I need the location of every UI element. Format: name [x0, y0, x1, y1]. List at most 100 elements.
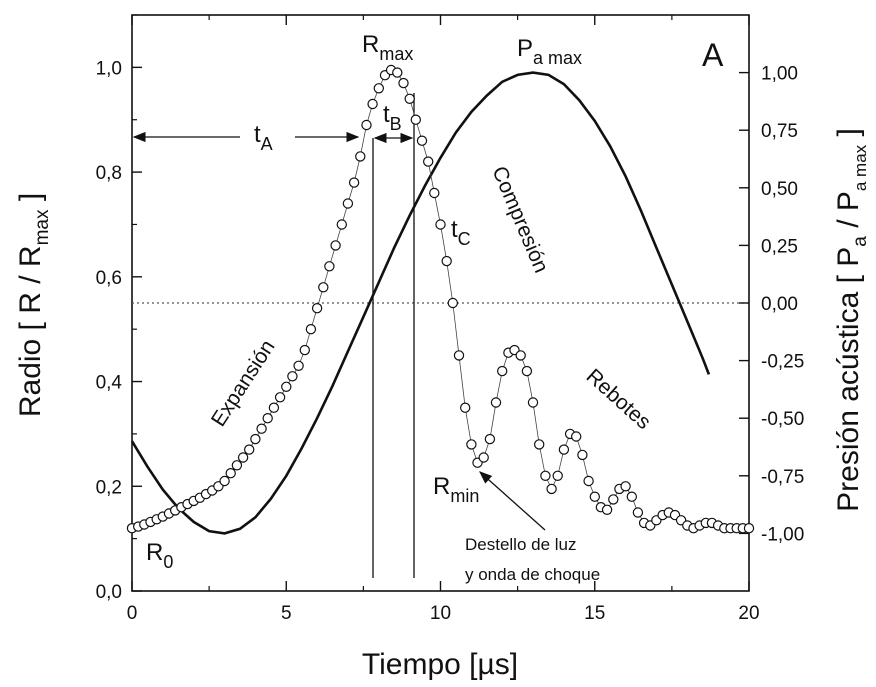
- radius-point: [330, 240, 341, 251]
- radius-point: [490, 397, 502, 408]
- radius-point: [460, 402, 471, 413]
- y-left-tick-label: 0,2: [96, 477, 122, 498]
- tb-label-sub: B: [390, 114, 402, 134]
- radius-point: [219, 475, 230, 487]
- y-left-tick-label: 1,0: [96, 58, 122, 79]
- radius-point: [577, 449, 588, 461]
- r0-label-sub: 0: [163, 552, 173, 572]
- radius-point: [367, 98, 378, 110]
- y-axis-right-title: Presión acústica [ Pa / Pa max ]: [832, 128, 871, 512]
- radius-point: [583, 475, 594, 487]
- tc-label-main: t: [451, 216, 458, 243]
- r0-label: R0: [146, 539, 173, 572]
- radius-point: [558, 444, 570, 455]
- radius-point: [256, 423, 267, 434]
- y-left-tick-label: 0,6: [96, 268, 122, 289]
- y-axis-left-title-close: ]: [14, 193, 47, 210]
- plot-frame: [131, 14, 750, 592]
- radius-point: [293, 360, 304, 371]
- radius-point: [527, 397, 539, 408]
- y-axis-right-title-sub2: a max: [851, 144, 870, 191]
- radius-point: [447, 297, 458, 309]
- y-axis-right-title-mid: / P: [832, 191, 865, 236]
- radius-point: [453, 350, 465, 361]
- ta-label: tA: [254, 121, 273, 154]
- y-right-tick-label: 1,00: [761, 64, 798, 85]
- pressure-series-line: [130, 71, 711, 535]
- radius-point: [620, 481, 631, 492]
- radius-point: [268, 402, 280, 413]
- radius-point: [404, 93, 415, 105]
- radius-point: [515, 350, 526, 361]
- radius-point: [608, 494, 619, 505]
- y-right-tick-label: -0,75: [761, 467, 804, 488]
- pamax-label: Pa max: [517, 35, 582, 68]
- compression-label: Compresión: [487, 163, 552, 276]
- y-left-tick-label: 0,4: [96, 373, 123, 394]
- radius-point: [423, 156, 434, 167]
- radius-point: [632, 507, 644, 518]
- radius-point: [534, 439, 545, 450]
- y-right-tick-label: 0,75: [761, 121, 798, 142]
- ta-label-sub: A: [261, 134, 273, 154]
- y-right-tick-label: 0,00: [761, 294, 798, 315]
- radius-point: [318, 282, 329, 293]
- y-left-tick-label: 0,0: [96, 582, 122, 603]
- x-tick-label: 10: [430, 603, 451, 624]
- radius-point: [484, 433, 496, 445]
- y-right-tick-label: -1,00: [761, 524, 804, 545]
- y-axis-right-title-sub1: a: [850, 236, 871, 247]
- radius-point: [324, 261, 335, 272]
- radius-point: [435, 219, 446, 230]
- radius-point: [571, 431, 582, 442]
- radius-point: [429, 187, 440, 199]
- radius-point: [348, 177, 360, 188]
- radius-point: [373, 83, 384, 94]
- x-tick-label: 5: [281, 603, 292, 624]
- rmin-label-main: R: [433, 473, 450, 500]
- flash-label-line2: y onda de choque: [465, 565, 600, 584]
- y-right-tick-label: -0,25: [761, 352, 804, 373]
- radius-point: [416, 135, 428, 146]
- tb-label-main: t: [383, 101, 390, 128]
- radius-point: [601, 504, 613, 515]
- y-axis-left-title-sub: max: [32, 209, 53, 245]
- flash-label-line1: Destello de luz: [465, 535, 577, 554]
- axis-ticks: [131, 14, 750, 592]
- x-tick-label: 20: [738, 603, 759, 624]
- x-axis-title: Tiempo [µs]: [362, 648, 518, 681]
- rmin-label-sub: min: [450, 486, 479, 506]
- radius-point: [410, 114, 421, 125]
- y-right-tick-label: -0,50: [761, 409, 804, 430]
- radius-point: [342, 198, 354, 209]
- radius-point: [274, 392, 286, 403]
- radius-point: [392, 67, 403, 78]
- radius-series-connector: [131, 69, 749, 529]
- axis-tick-labels: 0 5 10 15 20 0,0 0,2 0,4 0,6 0,8 1,0 1,00 0,75 0,50 0,…: [96, 58, 805, 624]
- radius-point: [287, 371, 298, 382]
- radius-point: [398, 77, 409, 89]
- ta-label-main: t: [254, 121, 261, 148]
- radius-point: [225, 468, 236, 479]
- radius-point: [311, 303, 323, 314]
- r0-label-main: R: [146, 539, 163, 566]
- radius-point: [250, 433, 261, 445]
- y-axis-left-title: Radio [ R / Rmax ]: [14, 193, 53, 417]
- rmax-label-main: R: [362, 31, 379, 58]
- radius-point: [497, 365, 508, 377]
- flash-arrow: [479, 471, 546, 531]
- radius-point: [546, 483, 557, 495]
- radius-point: [466, 439, 477, 450]
- y-axis-left-title-main: Radio [ R / R: [14, 245, 47, 417]
- radius-series-markers: [126, 64, 755, 534]
- radius-point: [231, 460, 243, 471]
- y-axis-right-title-main: Presión acústica [ P: [832, 247, 865, 512]
- rmin-label: Rmin: [433, 473, 479, 506]
- rmax-label: Rmax: [362, 31, 413, 64]
- radius-point: [237, 452, 249, 463]
- radius-point: [521, 365, 533, 377]
- x-tick-label: 0: [127, 603, 138, 624]
- radius-point: [262, 413, 273, 424]
- radius-point: [626, 491, 638, 502]
